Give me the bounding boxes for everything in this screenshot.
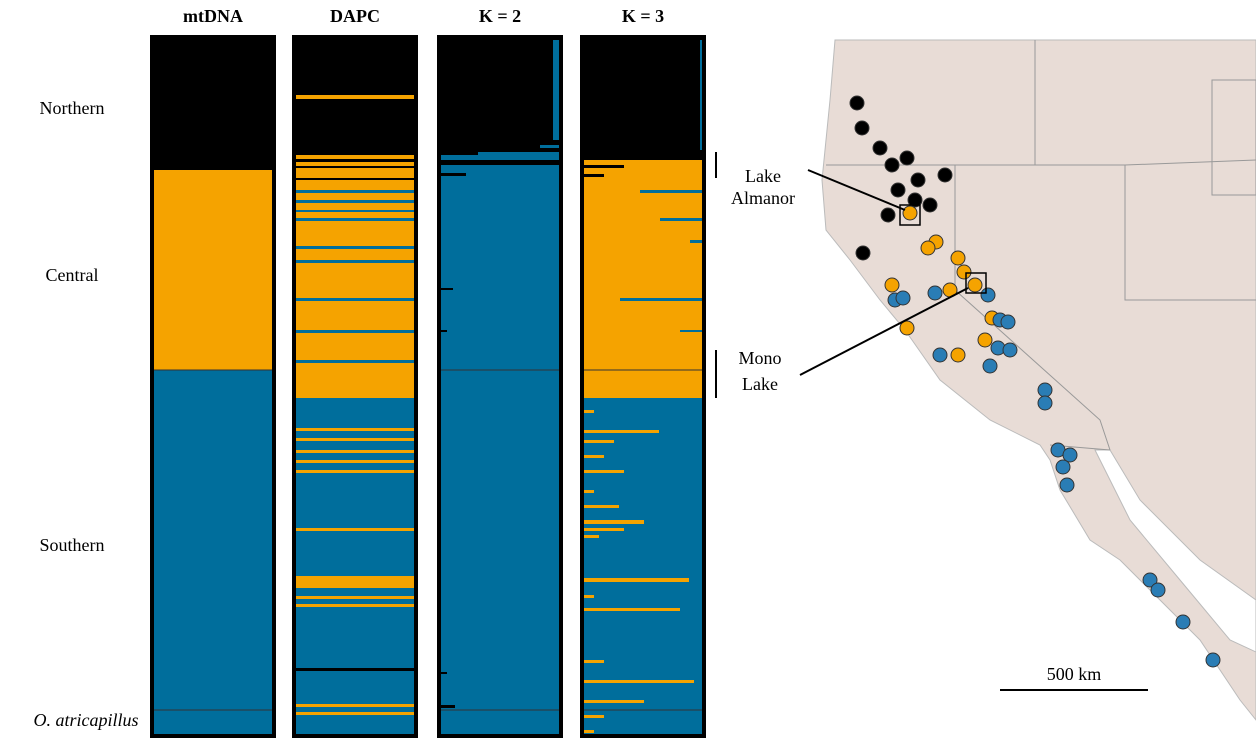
k2-panel: [437, 35, 563, 738]
lake-label: Almanor: [731, 188, 795, 208]
group-label: Southern: [40, 535, 105, 555]
group-label: Central: [46, 265, 99, 285]
group-label: Northern: [40, 98, 105, 118]
dapc-panel: [292, 35, 418, 738]
figure: mtDNA DAPC K = 2 K = 3 Northern Central …: [0, 0, 1256, 740]
scale-label: 500 km: [1047, 664, 1102, 684]
column-header: K = 2: [479, 6, 521, 26]
column-header: DAPC: [330, 6, 380, 26]
column-header: mtDNA: [183, 6, 243, 26]
column-header: K = 3: [622, 6, 664, 26]
map: [800, 40, 1256, 720]
lake-label: Mono: [738, 348, 781, 368]
k3-panel: [580, 35, 706, 738]
mtdna-panel: [150, 35, 276, 738]
lake-label: Lake: [742, 374, 778, 394]
lake-label: Lake: [745, 166, 781, 186]
species-label: O. atricapillus: [33, 710, 138, 730]
